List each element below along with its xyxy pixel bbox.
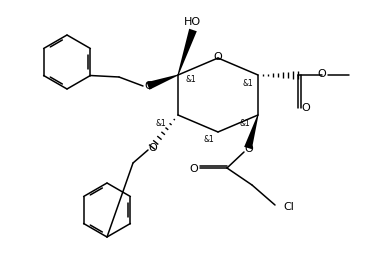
Polygon shape (178, 29, 197, 75)
Text: &1: &1 (155, 119, 166, 127)
Text: &1: &1 (185, 76, 196, 84)
Polygon shape (244, 115, 258, 149)
Text: O: O (145, 81, 153, 91)
Text: O: O (317, 69, 326, 79)
Text: O: O (190, 164, 199, 174)
Text: &1: &1 (204, 135, 215, 144)
Text: O: O (245, 144, 253, 154)
Text: &1: &1 (242, 79, 253, 88)
Text: Cl: Cl (283, 202, 294, 212)
Text: O: O (149, 143, 157, 153)
Text: O: O (302, 103, 310, 113)
Text: HO: HO (184, 17, 200, 27)
Polygon shape (147, 74, 178, 90)
Text: O: O (214, 52, 222, 62)
Text: &1: &1 (239, 119, 250, 127)
